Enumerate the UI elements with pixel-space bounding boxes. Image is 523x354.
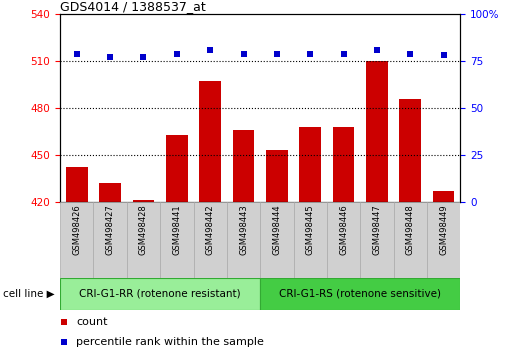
Bar: [433, 191, 454, 202]
Bar: [394, 202, 427, 278]
Bar: [94, 202, 127, 278]
Bar: [366, 61, 388, 202]
Bar: [260, 202, 293, 278]
Text: CRI-G1-RS (rotenone sensitive): CRI-G1-RS (rotenone sensitive): [279, 289, 441, 299]
Bar: [166, 135, 188, 202]
Text: GSM498445: GSM498445: [306, 204, 315, 255]
Bar: [233, 130, 254, 202]
Bar: [99, 183, 121, 202]
Text: GSM498428: GSM498428: [139, 204, 148, 255]
Point: [73, 51, 81, 56]
Bar: [127, 202, 160, 278]
Point: [272, 51, 281, 56]
Bar: [293, 202, 327, 278]
Bar: [333, 127, 355, 202]
Bar: [60, 202, 94, 278]
Text: GSM498441: GSM498441: [173, 204, 181, 255]
Point: [206, 47, 214, 53]
Bar: [227, 202, 260, 278]
Bar: [266, 150, 288, 202]
Point: [240, 51, 248, 56]
Text: GSM498448: GSM498448: [406, 204, 415, 255]
Text: GSM498442: GSM498442: [206, 204, 214, 255]
Point: [406, 51, 414, 56]
Bar: [194, 202, 227, 278]
Point: [173, 51, 181, 56]
Bar: [260, 278, 460, 310]
Bar: [199, 81, 221, 202]
Bar: [299, 127, 321, 202]
Text: count: count: [76, 317, 108, 327]
Text: GSM498449: GSM498449: [439, 204, 448, 255]
Bar: [360, 202, 393, 278]
Text: percentile rank within the sample: percentile rank within the sample: [76, 337, 264, 347]
Point: [139, 55, 147, 60]
Text: GSM498427: GSM498427: [106, 204, 115, 255]
Point: [339, 51, 348, 56]
Bar: [66, 167, 88, 202]
Bar: [160, 202, 194, 278]
Text: CRI-G1-RR (rotenone resistant): CRI-G1-RR (rotenone resistant): [79, 289, 241, 299]
Bar: [60, 278, 260, 310]
Bar: [327, 202, 360, 278]
Text: cell line ▶: cell line ▶: [3, 289, 54, 299]
Bar: [133, 200, 154, 202]
Point: [439, 53, 448, 58]
Point: [373, 47, 381, 53]
Text: GSM498443: GSM498443: [239, 204, 248, 255]
Text: GSM498446: GSM498446: [339, 204, 348, 255]
Text: GSM498447: GSM498447: [372, 204, 381, 255]
Text: GSM498444: GSM498444: [272, 204, 281, 255]
Bar: [400, 98, 421, 202]
Point: [106, 55, 115, 60]
Text: GDS4014 / 1388537_at: GDS4014 / 1388537_at: [60, 0, 206, 13]
Text: GSM498426: GSM498426: [72, 204, 81, 255]
Point: [306, 51, 314, 56]
Bar: [427, 202, 460, 278]
